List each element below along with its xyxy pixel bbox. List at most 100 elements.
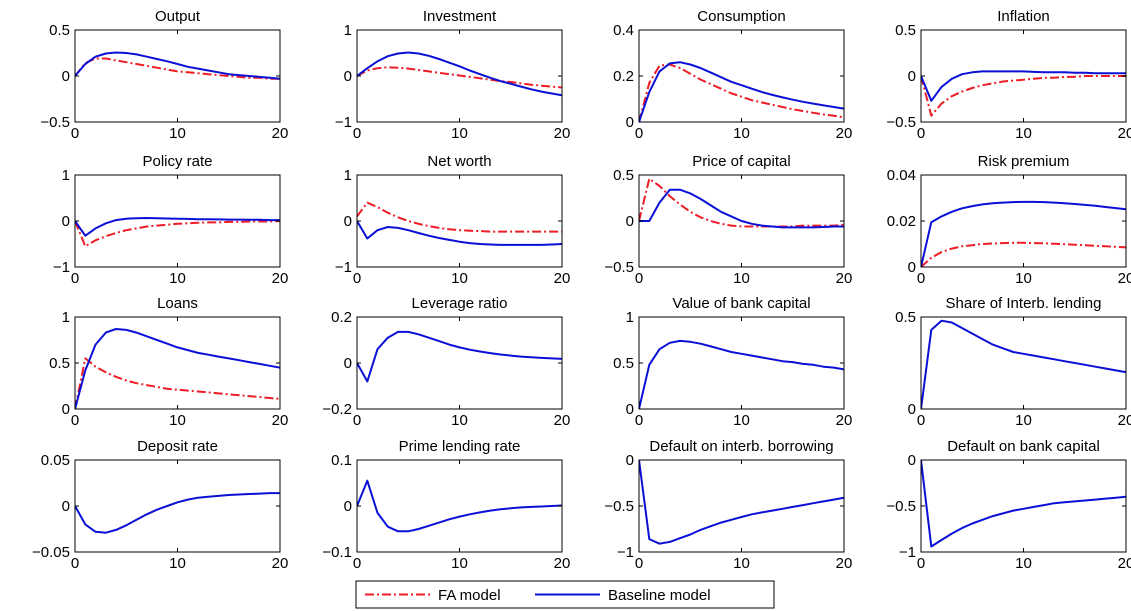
panel-title-risk-premium: Risk premium [978, 153, 1070, 170]
x-tick-label: 20 [272, 270, 289, 287]
y-tick-label: 0 [62, 401, 70, 418]
y-tick-label: −0.2 [322, 401, 352, 418]
x-tick-label: 20 [1118, 555, 1131, 572]
series-group-risk-premium [921, 200, 1126, 267]
x-tick-label: 0 [353, 270, 361, 287]
series-group-value-of-bank-capital [639, 339, 844, 409]
panel-title-value-of-bank-capital: Value of bank capital [672, 295, 810, 312]
legend-baseline-label: Baseline model [608, 587, 711, 604]
series-line-baseline-loans [75, 328, 280, 409]
y-tick-label: 0 [344, 498, 352, 515]
panel-consumption: Consumption 0 10 20 0 0.2 0.4 [613, 8, 852, 142]
y-tick-label: 1 [344, 22, 352, 39]
series-group-policy-rate [75, 217, 280, 248]
series-line-baseline-deposit-rate [75, 492, 280, 534]
series-line-fa-net-worth [357, 201, 562, 233]
x-tick-label: 10 [451, 270, 468, 287]
series-group-consumption [639, 61, 844, 122]
y-tick-label: −0.5 [40, 114, 70, 131]
series-line-fa-investment [357, 66, 562, 89]
y-tick-label: 0.5 [613, 355, 634, 372]
y-tick-label: 0 [344, 355, 352, 372]
x-tick-label: 10 [451, 125, 468, 142]
panel-title-default-on-bank-capital: Default on bank capital [947, 438, 1100, 455]
series-line-fa-inflation [921, 75, 1126, 117]
x-tick-label: 0 [71, 555, 79, 572]
series-line-fa-loans [75, 357, 280, 409]
series-group-investment [357, 51, 562, 97]
panel-title-investment: Investment [423, 8, 497, 25]
axes-box-deposit-rate [74, 459, 281, 553]
axes-box-default-on-interb-borrowing [638, 459, 845, 553]
y-tick-label: 0 [626, 213, 634, 230]
y-tick-label: −0.1 [322, 544, 352, 561]
x-tick-label: 10 [169, 412, 186, 429]
series-line-baseline-investment [357, 51, 562, 97]
y-tick-label: 0.5 [895, 309, 916, 326]
series-group-net-worth [357, 201, 562, 246]
y-tick-label: 0 [908, 259, 916, 276]
series-line-baseline-policy-rate [75, 217, 280, 237]
y-tick-label: 0.4 [613, 22, 634, 39]
series-line-baseline-default-on-bank-capital [921, 460, 1126, 548]
panel-title-price-of-capital: Price of capital [692, 153, 790, 170]
y-tick-label: −0.5 [886, 114, 916, 131]
axes-box-inflation [920, 29, 1127, 123]
x-tick-label: 10 [169, 270, 186, 287]
series-group-share-of-interb-lending [921, 319, 1126, 409]
series-group-output [75, 51, 280, 80]
series-line-baseline-default-on-interb-borrowing [639, 460, 844, 545]
series-line-baseline-inflation [921, 70, 1126, 102]
x-tick-label: 0 [917, 412, 925, 429]
x-tick-label: 20 [1118, 412, 1131, 429]
y-tick-label: −0.5 [886, 498, 916, 515]
axes-box-value-of-bank-capital [638, 316, 845, 410]
legend-fa-label: FA model [438, 587, 501, 604]
y-tick-label: −0.5 [604, 259, 634, 276]
x-tick-label: 0 [917, 555, 925, 572]
series-line-baseline-leverage-ratio [357, 330, 562, 383]
x-tick-label: 0 [353, 555, 361, 572]
y-tick-label: −0.05 [32, 544, 70, 561]
series-group-inflation [921, 70, 1126, 117]
series-group-price-of-capital [639, 177, 844, 229]
x-tick-label: 0 [635, 555, 643, 572]
x-tick-label: 20 [836, 270, 853, 287]
x-tick-label: 10 [733, 125, 750, 142]
series-group-leverage-ratio [357, 330, 562, 383]
x-tick-label: 10 [733, 555, 750, 572]
panel-title-inflation: Inflation [997, 8, 1050, 25]
x-tick-label: 20 [1118, 270, 1131, 287]
y-tick-label: 0 [62, 498, 70, 515]
x-tick-label: 0 [353, 412, 361, 429]
y-tick-label: 1 [626, 309, 634, 326]
panel-title-leverage-ratio: Leverage ratio [412, 295, 508, 312]
x-tick-label: 10 [1015, 125, 1032, 142]
series-line-baseline-net-worth [357, 220, 562, 246]
x-tick-label: 10 [169, 125, 186, 142]
y-tick-label: −1 [53, 259, 70, 276]
x-tick-label: 0 [635, 125, 643, 142]
series-line-baseline-share-of-interb-lending [921, 319, 1126, 409]
y-tick-label: 0 [626, 401, 634, 418]
series-line-baseline-output [75, 51, 280, 80]
x-tick-label: 0 [71, 412, 79, 429]
y-tick-label: 0.5 [613, 167, 634, 184]
panel-default-on-interb-borrowing: Default on interb. borrowing 0 10 20 −1 −0.5 0 [604, 438, 852, 572]
panel-title-deposit-rate: Deposit rate [137, 438, 218, 455]
x-tick-label: 0 [635, 412, 643, 429]
y-tick-label: 0 [908, 401, 916, 418]
series-group-deposit-rate [75, 492, 280, 534]
axes-box-consumption [638, 29, 845, 123]
y-tick-label: 0 [626, 452, 634, 469]
series-line-fa-risk-premium [921, 241, 1126, 267]
series-group-default-on-interb-borrowing [639, 460, 844, 545]
series-line-baseline-consumption [639, 61, 844, 122]
y-tick-label: 0.02 [887, 213, 916, 230]
panel-title-output: Output [155, 8, 201, 25]
